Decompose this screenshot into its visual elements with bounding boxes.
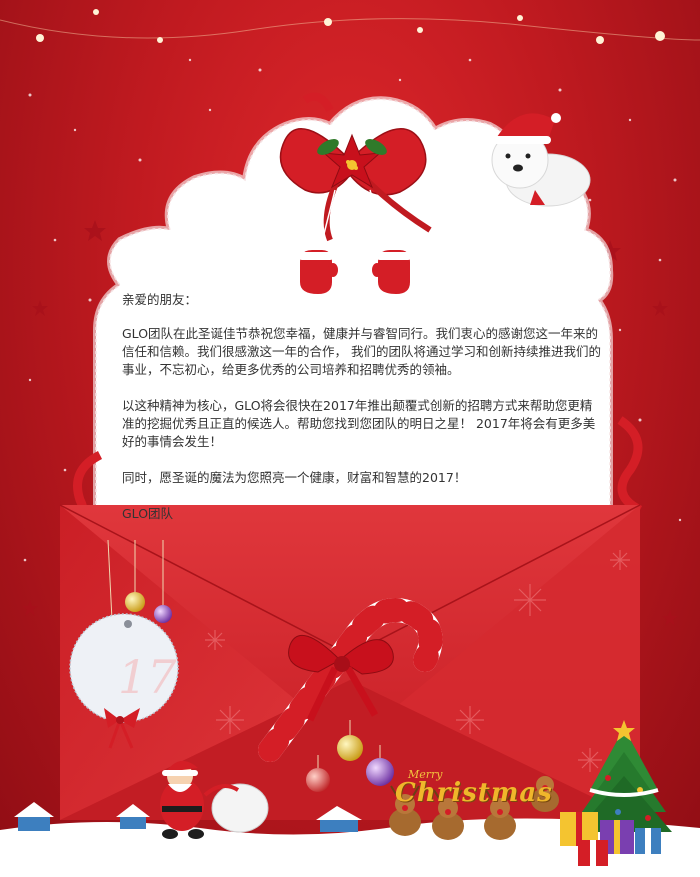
- santa-icon: [160, 760, 269, 839]
- poinsettia-bow: [279, 92, 432, 294]
- mitten-left-icon: [298, 250, 338, 294]
- letter-paper: [93, 96, 614, 543]
- letter-greeting: 亲爱的朋友：: [122, 292, 198, 307]
- snowflakes: [23, 58, 682, 562]
- tag-number: 17: [118, 650, 177, 704]
- polar-bear-icon: [491, 113, 591, 207]
- envelope-snowflakes: [205, 550, 630, 772]
- merry-text: Merry: [408, 768, 443, 781]
- ribbon-right: [617, 416, 643, 515]
- letter-paragraph-2: 以这种精神为核心，GLO将会很快在2017年推出颠覆式创新的招聘方式来帮助您更精…: [122, 398, 596, 449]
- gift-boxes-icon: [560, 812, 661, 866]
- letter-body: 亲爱的朋友： GLO团队在此圣诞佳节恭祝您幸福，健康并与睿智同行。我们衷心的感谢…: [122, 291, 602, 541]
- mitten-right-icon: [372, 250, 412, 294]
- christmas-text: Christmas: [395, 778, 553, 808]
- candy-cane-icon: [258, 598, 443, 762]
- letter-paragraph-1: GLO团队在此圣诞佳节恭祝您幸福，健康并与睿智同行。我们衷心的感谢您这一年来的信…: [122, 326, 601, 377]
- reindeer-icon: [389, 776, 559, 840]
- baubles: [306, 720, 394, 792]
- village-houses: [14, 802, 362, 832]
- hanging-ornaments: [69, 539, 179, 749]
- letter-signature: GLO团队: [122, 506, 174, 521]
- christmas-tree-icon: [576, 720, 672, 832]
- string-lights: [0, 9, 700, 44]
- letter-paragraph-3: 同时，愿圣诞的魔法为您照亮一个健康，财富和智慧的2017！: [122, 470, 467, 485]
